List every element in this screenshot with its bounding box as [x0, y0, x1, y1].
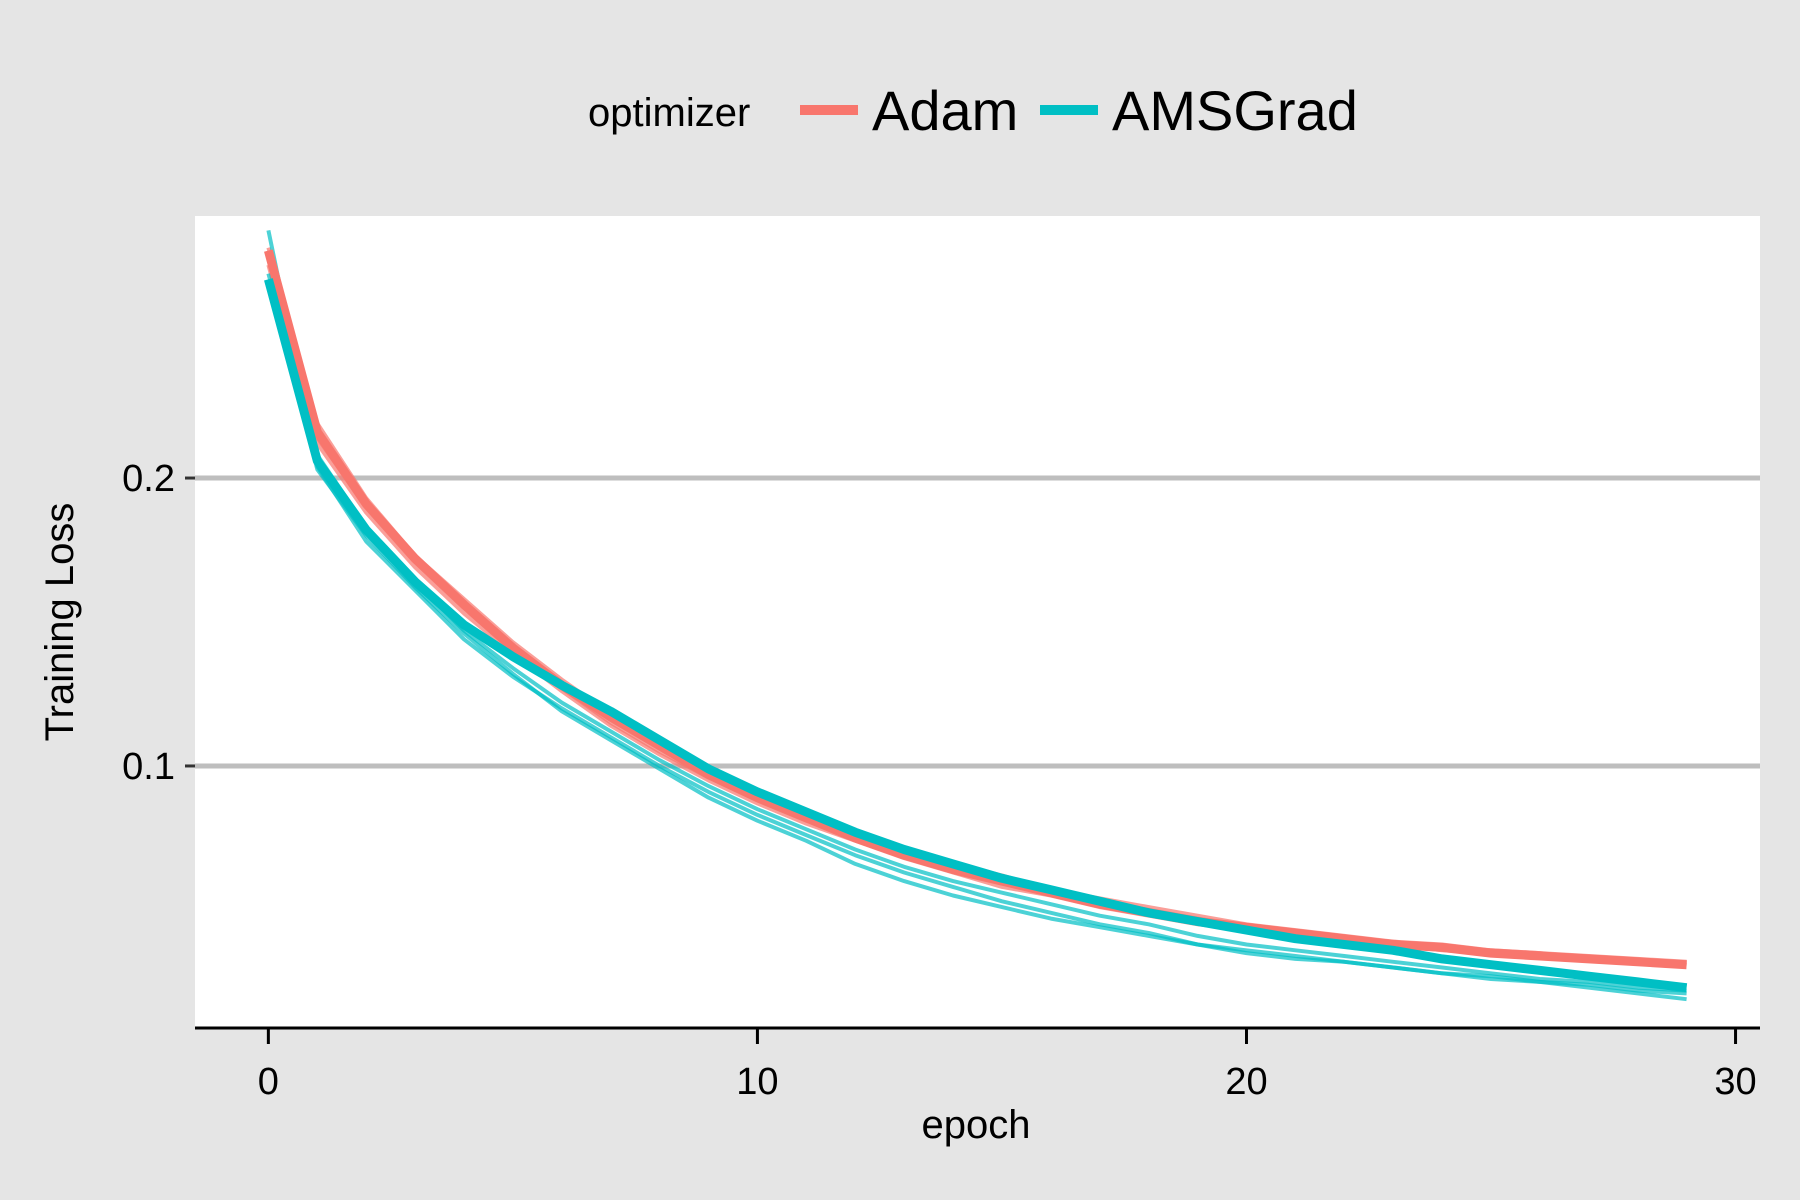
y-axis-title: Training Loss	[38, 503, 82, 742]
series-line-amsgrad-mean	[264, 278, 1688, 993]
x-tick-label: 20	[1225, 1061, 1267, 1103]
y-axis-ticks: 0.1 0.2	[122, 458, 195, 788]
legend-label-adam: Adam	[872, 79, 1018, 142]
series-line-amsgrad-run	[266, 273, 1687, 993]
legend-label-amsgrad: AMSGrad	[1112, 79, 1358, 142]
x-axis-title: epoch	[922, 1103, 1031, 1147]
series-lines	[264, 229, 1688, 1002]
legend-title: optimizer	[588, 91, 750, 135]
x-tick-label: 0	[258, 1061, 279, 1103]
y-tick-label: 0.1	[122, 746, 175, 788]
plot-panel	[195, 216, 1760, 1028]
legend: optimizer Adam AMSGrad	[588, 79, 1358, 142]
x-tick-label: 10	[736, 1061, 778, 1103]
y-gridlines	[195, 475, 1760, 769]
x-axis-ticks: 0 10 20 30	[258, 1028, 1757, 1103]
x-tick-label: 30	[1714, 1061, 1756, 1103]
series-line-amsgrad-run	[266, 281, 1687, 996]
y-tick-label: 0.2	[122, 458, 175, 500]
